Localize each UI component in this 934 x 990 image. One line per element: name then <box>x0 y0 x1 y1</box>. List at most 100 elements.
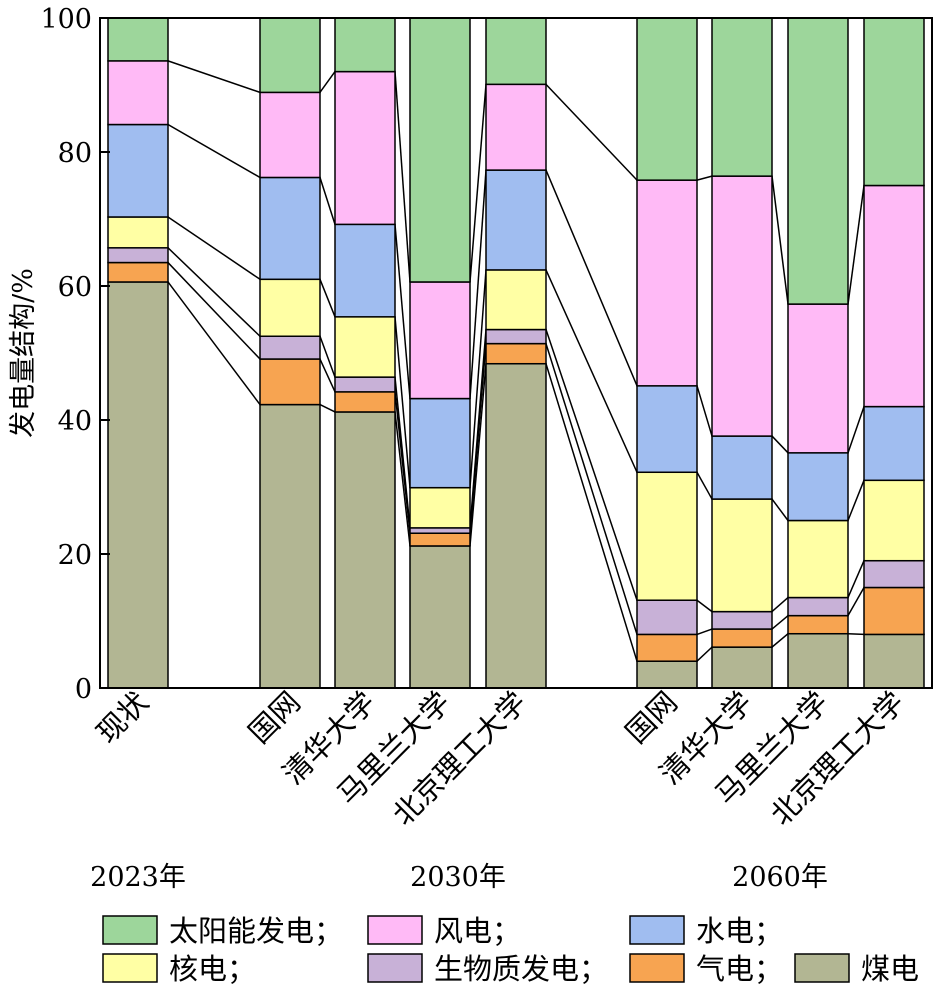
connector-line <box>319 335 336 378</box>
bar-segment <box>485 269 547 331</box>
connector-line <box>167 262 261 360</box>
connector-line <box>319 403 336 413</box>
category-label: 现状 <box>90 685 155 750</box>
connector-line <box>771 435 789 454</box>
legend-swatch <box>367 953 423 983</box>
category-label: 北京理工大学 <box>764 685 911 832</box>
bar-segment <box>107 281 169 689</box>
year-group-label: 2023年 <box>90 862 186 893</box>
bar-segment <box>787 519 849 599</box>
legend-label: 煤电 <box>861 952 919 986</box>
connector-line <box>319 279 336 318</box>
bar-segment <box>107 247 169 264</box>
bar-segment <box>259 91 321 179</box>
bar-segment <box>711 175 773 437</box>
legend-swatch <box>102 953 158 983</box>
bar-segment <box>787 596 849 617</box>
connector-line <box>319 71 336 93</box>
legend-label: 风电； <box>434 914 521 948</box>
connector-line <box>545 363 638 662</box>
year-group-label: 2030年 <box>410 862 506 893</box>
connector-line <box>696 646 713 662</box>
connector-line <box>847 632 865 636</box>
connector-line <box>771 633 789 648</box>
connector-line <box>469 363 487 547</box>
connector-line <box>847 480 865 521</box>
bar-segment <box>259 17 321 94</box>
legend-swatch <box>794 953 850 983</box>
connector-line <box>545 329 638 601</box>
bar-segment <box>334 391 396 413</box>
bar-segment <box>107 60 169 126</box>
bar-segment <box>636 599 698 636</box>
plot-frame <box>99 17 933 689</box>
connector-line <box>167 281 261 406</box>
connector-line <box>394 316 411 488</box>
connector-line <box>469 170 487 399</box>
bar-segment <box>485 169 547 271</box>
bar-segment <box>711 498 773 613</box>
bar-segment <box>711 646 773 689</box>
bar-segment <box>409 527 471 534</box>
bar-segment <box>409 532 471 547</box>
legend-label: 水电； <box>696 914 783 948</box>
bar-segment <box>787 452 849 522</box>
bar-segment <box>711 628 773 648</box>
bar-segment <box>863 479 925 562</box>
bar-segment <box>863 586 925 636</box>
bar-segment <box>863 559 925 589</box>
legend-label: 核电； <box>169 952 256 986</box>
bar-segment <box>409 486 471 529</box>
connector-line <box>545 83 638 181</box>
legend-label: 太阳能发电； <box>169 914 343 948</box>
connector-line <box>771 596 789 613</box>
connector-line <box>771 615 789 630</box>
bar-segment <box>787 303 849 454</box>
bar-segment <box>107 123 169 218</box>
bar-segment <box>711 610 773 630</box>
legend-swatch <box>629 953 685 983</box>
legend-swatch <box>367 915 423 945</box>
bar-segment <box>334 17 396 73</box>
bar-segment <box>787 17 849 305</box>
bar-segment <box>485 328 547 345</box>
bar-segment <box>863 405 925 482</box>
connector-line <box>469 329 487 528</box>
bar-segment <box>107 261 169 283</box>
connector-line <box>319 177 336 225</box>
connector-line <box>394 377 411 528</box>
connector-line <box>696 385 713 437</box>
y-tick-label: 100 <box>40 4 92 35</box>
bar-segment <box>636 660 698 689</box>
bar-segment <box>485 17 547 86</box>
bar-segment <box>409 397 471 489</box>
bar-segment <box>334 316 396 378</box>
category-label: 国网 <box>619 685 684 750</box>
connector-line <box>771 498 789 521</box>
connector-line <box>394 224 411 399</box>
y-tick-label: 20 <box>58 540 92 571</box>
bar-segment <box>259 358 321 406</box>
bar-segment <box>863 17 925 187</box>
bar-segment <box>636 633 698 662</box>
bar-segment <box>334 376 396 393</box>
connector-line <box>696 471 713 500</box>
connector-line <box>696 628 713 636</box>
connector-line <box>847 185 865 305</box>
connector-line <box>394 71 411 283</box>
connector-line <box>545 269 638 473</box>
legend-swatch <box>102 915 158 945</box>
bar-segment <box>711 435 773 500</box>
connector-line <box>847 406 865 454</box>
connector-line <box>394 411 411 547</box>
y-tick-label: 0 <box>75 674 92 705</box>
bar-segment <box>409 545 471 689</box>
connector-line <box>167 123 261 179</box>
y-tick-label: 80 <box>58 138 92 169</box>
bar-segment <box>787 632 849 689</box>
year-group-label: 2060年 <box>732 862 828 893</box>
bar-segment <box>259 335 321 360</box>
bar-segment <box>334 223 396 318</box>
bar-segment <box>409 17 471 283</box>
connector-line <box>167 216 261 280</box>
